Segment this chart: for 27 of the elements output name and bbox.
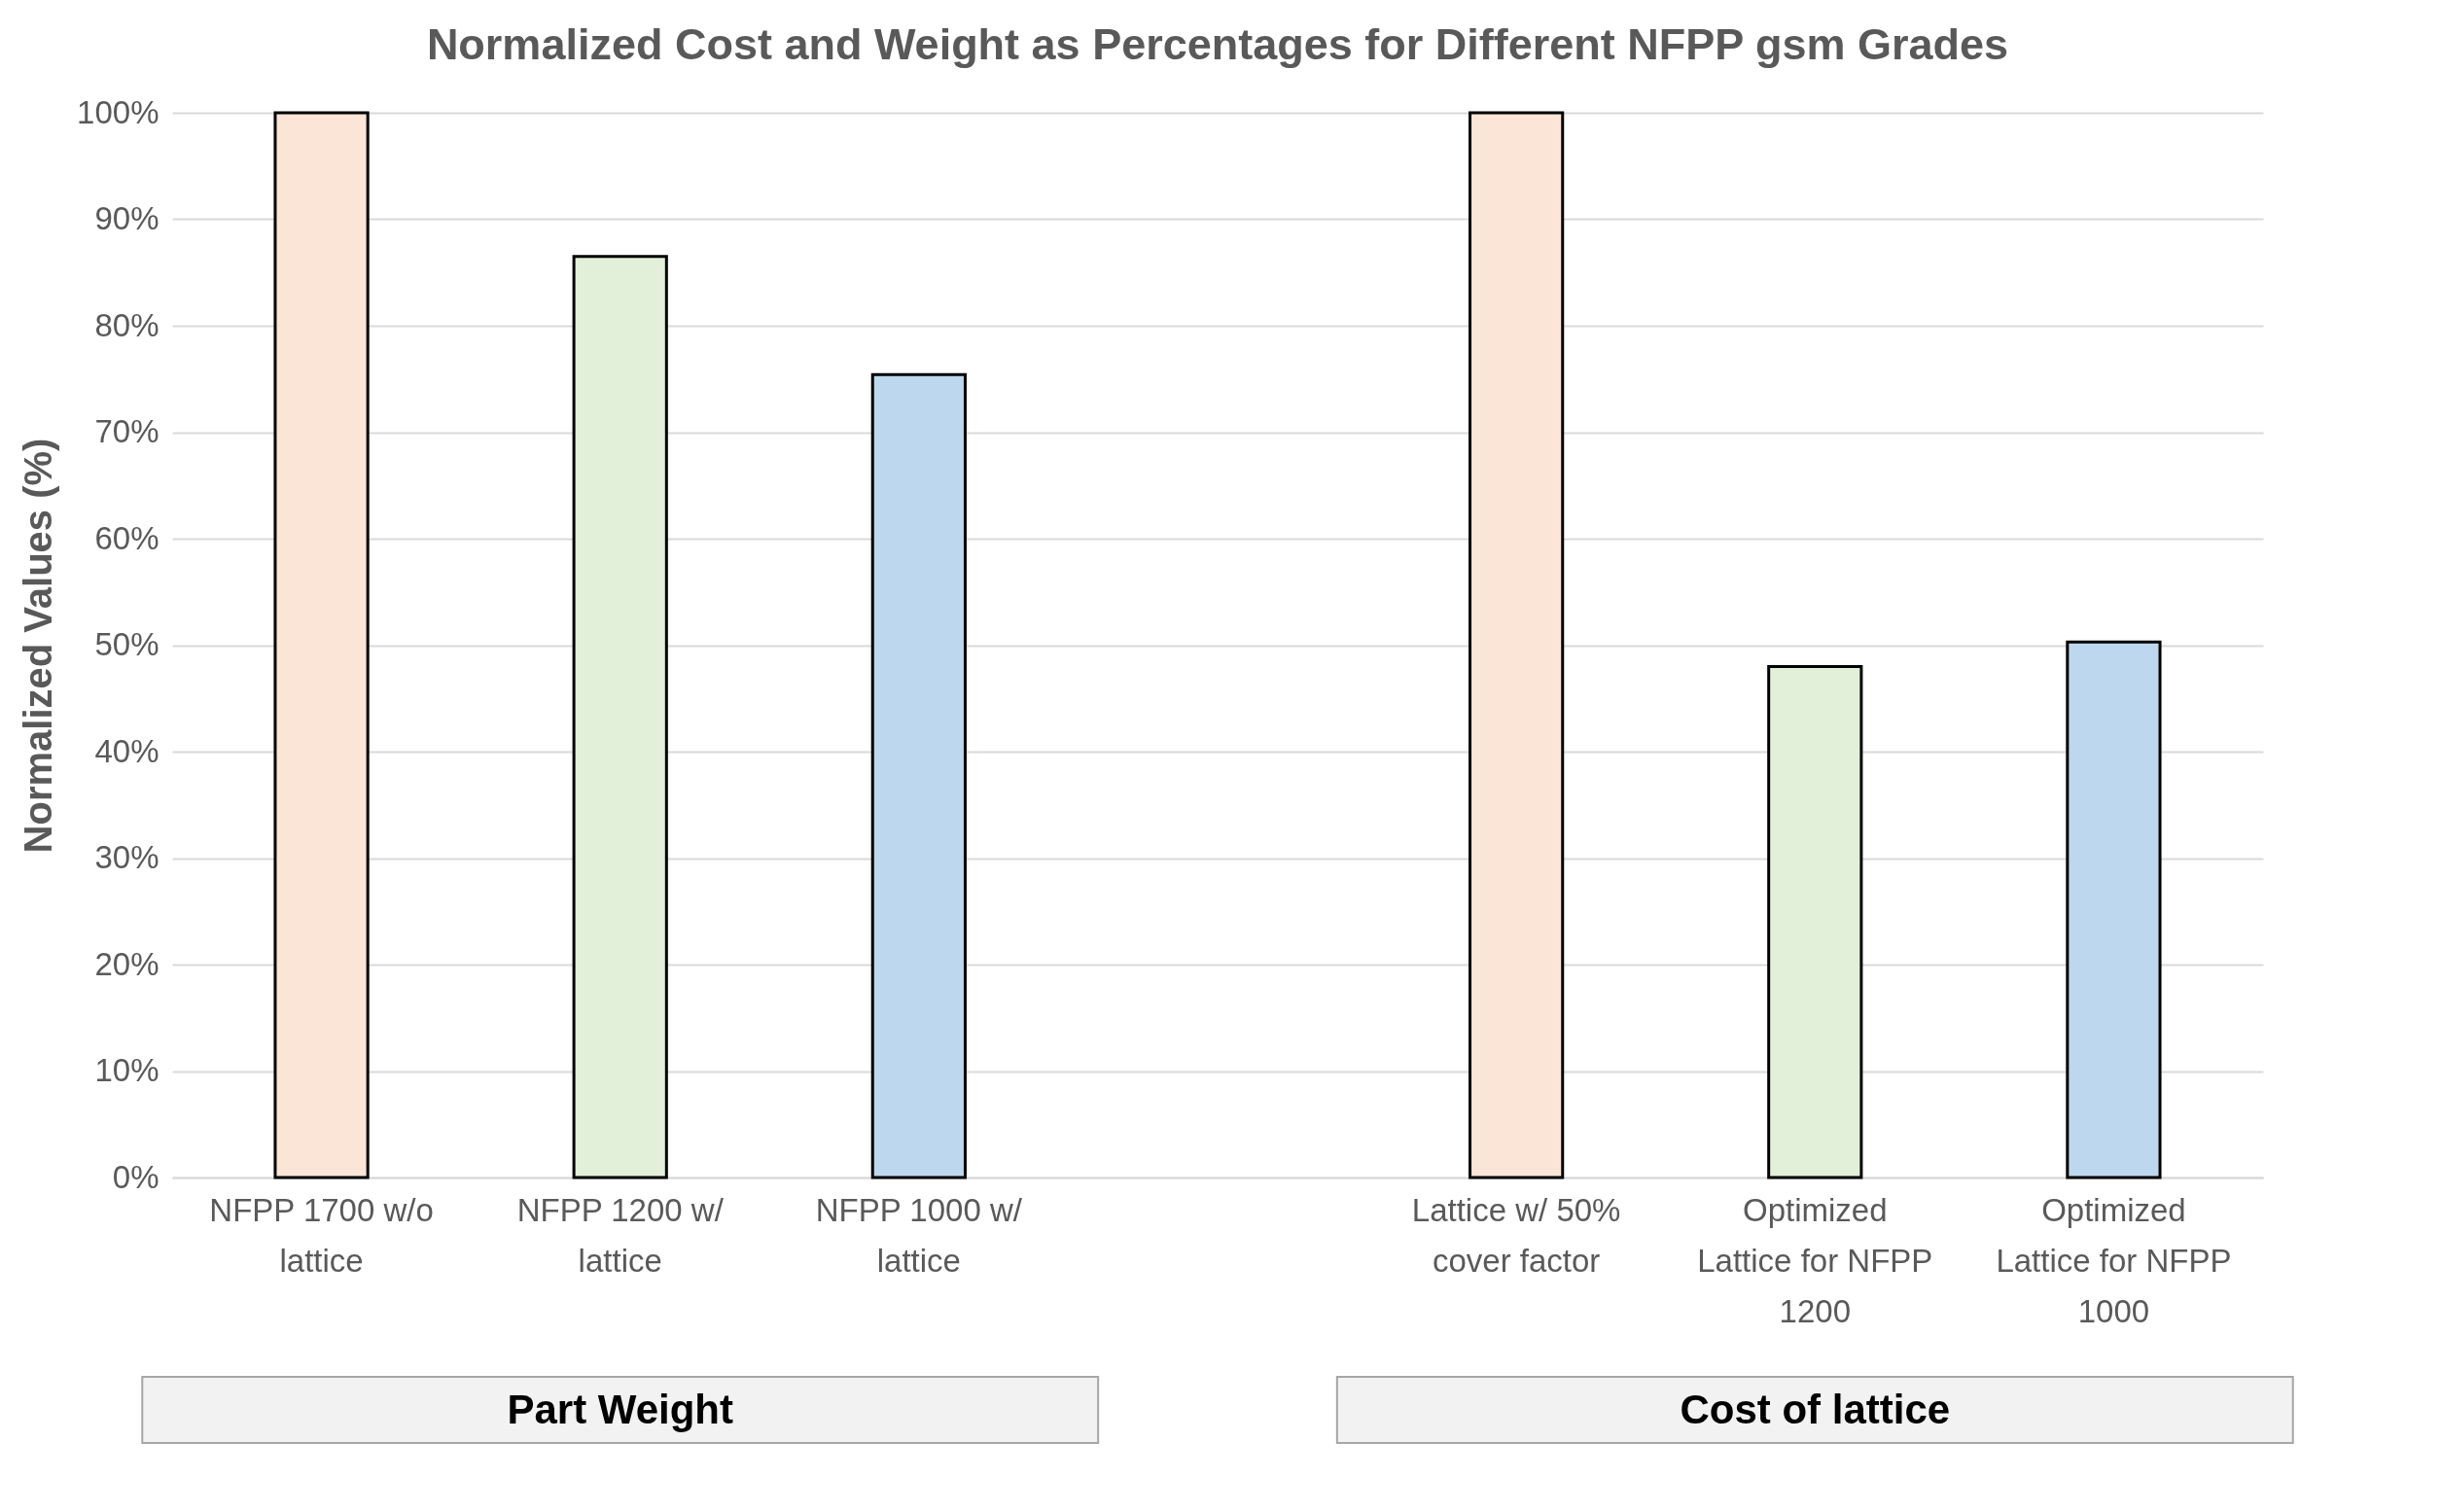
x-tick-label: NFPP 1000 w/ lattice <box>815 1191 1023 1279</box>
y-tick-label: 0% <box>112 1158 159 1195</box>
y-tick-label: 60% <box>94 519 159 556</box>
bar <box>572 255 668 1179</box>
y-tick-label: 10% <box>94 1052 159 1088</box>
text: Part Weight <box>507 1387 734 1432</box>
y-tick-label: 70% <box>94 413 159 449</box>
bar <box>870 372 967 1179</box>
y-tick-label: 40% <box>94 732 159 769</box>
bar <box>273 111 370 1179</box>
x-tick-label: NFPP 1700 w/o lattice <box>209 1191 434 1279</box>
bar <box>1469 111 1565 1179</box>
x-tick-label: NFPP 1200 w/ lattice <box>516 1191 725 1279</box>
chart-title: Normalized Cost and Weight as Percentages for Different NFPP gsm Grades <box>426 19 2009 69</box>
y-axis-title: Normalized Values (%) <box>17 438 60 854</box>
y-tick-label: 80% <box>94 306 159 343</box>
bar <box>2066 640 2162 1179</box>
y-tick-label: 90% <box>94 200 159 236</box>
text: Cost of lattice <box>1680 1387 1951 1432</box>
y-tick-label: 20% <box>94 945 159 982</box>
y-tick-label: 50% <box>94 626 159 662</box>
x-tick-label: Optimized Lattice for NFPP 1000 <box>1996 1191 2232 1329</box>
y-tick-label: 30% <box>94 839 159 875</box>
y-tick-label: 100% <box>77 93 159 130</box>
x-tick-label: Lattice w/ 50% cover factor <box>1411 1191 1621 1279</box>
x-tick-label: Optimized Lattice for NFPP 1200 <box>1697 1191 1933 1329</box>
bar <box>1767 664 1863 1179</box>
